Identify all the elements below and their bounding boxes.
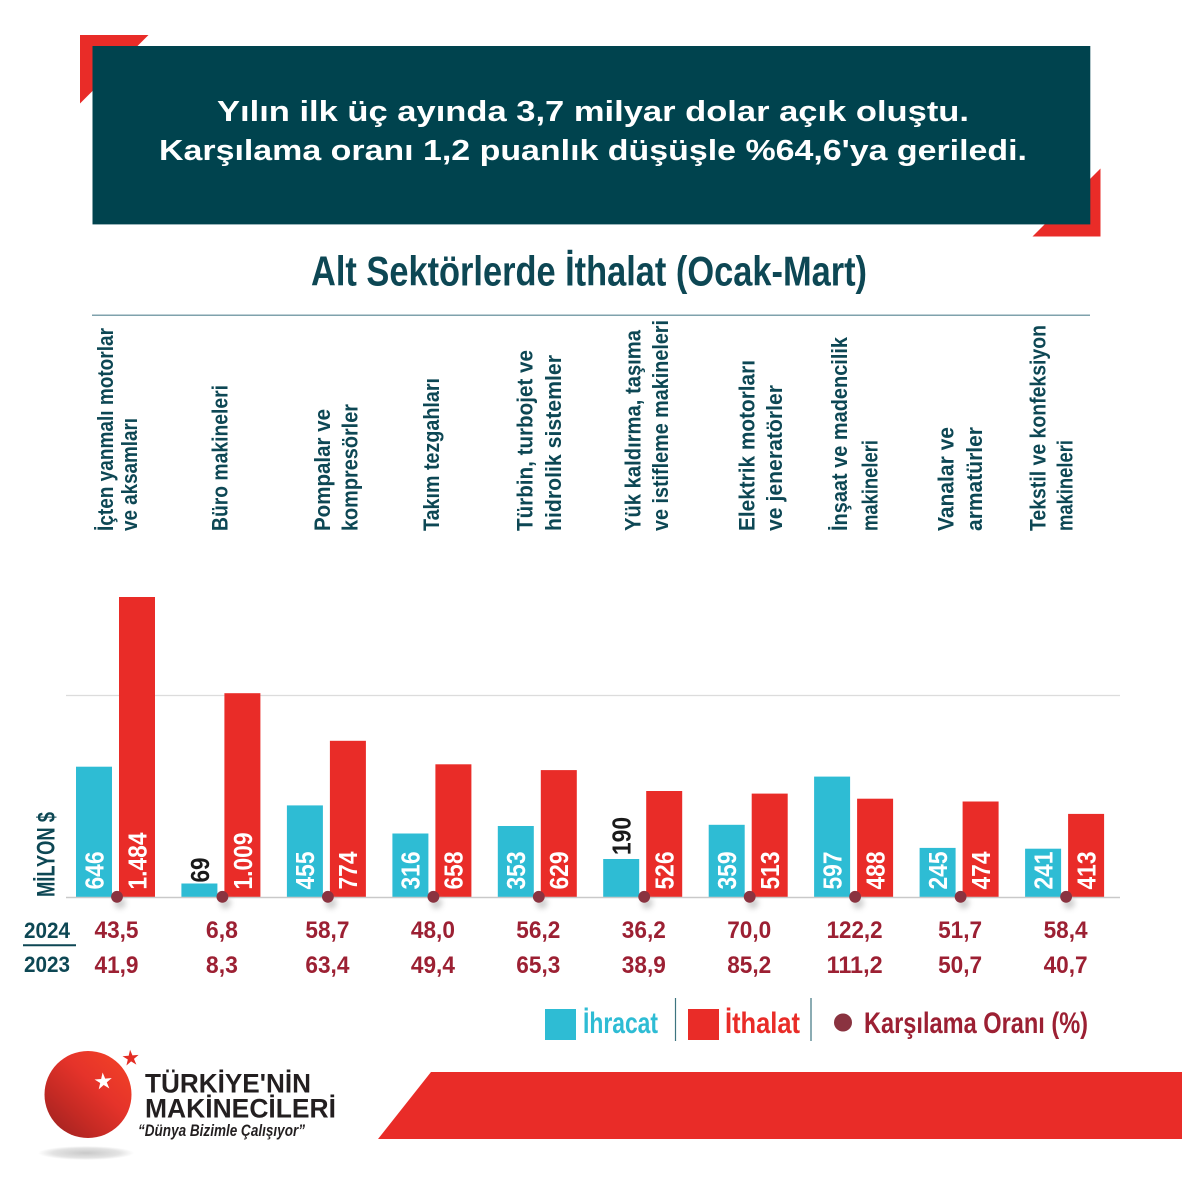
svg-text:413: 413 — [1071, 852, 1101, 890]
svg-text:Elektrik motorları: Elektrik motorları — [735, 360, 760, 531]
svg-text:ve istifleme makineleri: ve istifleme makineleri — [648, 320, 673, 531]
svg-text:43,5: 43,5 — [95, 917, 139, 944]
svg-text:58,7: 58,7 — [305, 917, 349, 944]
svg-text:50,7: 50,7 — [938, 952, 982, 979]
svg-text:İnşaat ve madencilik: İnşaat ve madencilik — [827, 336, 852, 531]
svg-text:85,2: 85,2 — [727, 952, 771, 979]
svg-text:8,3: 8,3 — [206, 952, 238, 979]
svg-text:629: 629 — [544, 852, 574, 890]
svg-text:353: 353 — [501, 852, 531, 890]
svg-text:56,2: 56,2 — [516, 917, 560, 944]
svg-text:41,9: 41,9 — [95, 952, 139, 979]
svg-text:111,2: 111,2 — [827, 952, 883, 979]
svg-text:İçten yanmalı motorlar: İçten yanmalı motorlar — [93, 328, 118, 531]
svg-text:1.009: 1.009 — [228, 833, 258, 890]
svg-text:2024: 2024 — [24, 918, 71, 943]
svg-text:58,4: 58,4 — [1044, 917, 1088, 944]
svg-text:190: 190 — [607, 817, 637, 855]
svg-text:646: 646 — [79, 852, 109, 890]
svg-text:474: 474 — [966, 851, 996, 889]
svg-text:455: 455 — [290, 852, 320, 890]
svg-text:kompresörler: kompresörler — [338, 404, 363, 531]
svg-text:49,4: 49,4 — [411, 952, 455, 979]
svg-text:488: 488 — [860, 852, 890, 890]
svg-text:Alt Sektörlerde İthalat (Ocak-: Alt Sektörlerde İthalat (Ocak-Mart) — [311, 248, 867, 295]
svg-text:51,7: 51,7 — [938, 917, 982, 944]
svg-text:Takım tezgahları: Takım tezgahları — [419, 378, 444, 531]
svg-text:241: 241 — [1028, 852, 1058, 890]
svg-text:Yılın ilk üç ayında 3,7 milyar: Yılın ilk üç ayında 3,7 milyar dolar açı… — [217, 96, 969, 128]
svg-text:658: 658 — [439, 852, 469, 890]
svg-text:526: 526 — [650, 852, 680, 890]
svg-text:65,3: 65,3 — [516, 952, 560, 979]
svg-text:316: 316 — [396, 852, 426, 890]
svg-text:69: 69 — [185, 858, 215, 883]
svg-text:1.484: 1.484 — [122, 832, 152, 889]
svg-text:Tekstil ve konfeksiyon: Tekstil ve konfeksiyon — [1026, 325, 1051, 531]
svg-text:Türbin, turbojet ve: Türbin, turbojet ve — [513, 350, 538, 531]
svg-text:245: 245 — [923, 852, 953, 890]
svg-text:63,4: 63,4 — [305, 952, 349, 979]
svg-text:armatürler: armatürler — [962, 427, 987, 531]
svg-text:MİLYON $: MİLYON $ — [33, 812, 61, 897]
svg-text:makineleri: makineleri — [1053, 440, 1078, 531]
svg-text:ve aksamları: ve aksamları — [117, 418, 142, 531]
svg-text:MAKİNECİLERİ: MAKİNECİLERİ — [145, 1093, 336, 1123]
svg-text:Karşılama oranı 1,2 puanlık dü: Karşılama oranı 1,2 puanlık düşüşle %64,… — [159, 135, 1027, 167]
svg-text:6,8: 6,8 — [206, 917, 238, 944]
svg-text:Yük kaldırma, taşıma: Yük kaldırma, taşıma — [620, 329, 645, 531]
svg-text:70,0: 70,0 — [727, 917, 771, 944]
svg-text:36,2: 36,2 — [622, 917, 666, 944]
svg-text:38,9: 38,9 — [622, 952, 666, 979]
svg-text:makineleri: makineleri — [858, 440, 883, 531]
svg-text:40,7: 40,7 — [1044, 952, 1088, 979]
svg-text:Pompalar ve: Pompalar ve — [310, 409, 335, 531]
svg-text:hidrolik sistemler: hidrolik sistemler — [541, 355, 566, 531]
svg-text:TÜRKİYE'NİN: TÜRKİYE'NİN — [145, 1069, 311, 1099]
svg-text:Karşılama Oranı (%): Karşılama Oranı (%) — [864, 1007, 1088, 1040]
svg-text:597: 597 — [817, 852, 847, 890]
svg-text:İthalat: İthalat — [725, 1007, 800, 1040]
svg-text:ve jeneratörler: ve jeneratörler — [762, 385, 787, 531]
svg-text:774: 774 — [333, 851, 363, 889]
svg-text:Vanalar ve: Vanalar ve — [934, 427, 959, 531]
svg-text:Büro makineleri: Büro makineleri — [208, 385, 233, 531]
svg-text:513: 513 — [755, 852, 785, 890]
svg-text:İhracat: İhracat — [583, 1007, 658, 1040]
svg-text:359: 359 — [712, 852, 742, 890]
svg-text:48,0: 48,0 — [411, 917, 455, 944]
svg-text:“Dünya Bizimle Çalışıyor”: “Dünya Bizimle Çalışıyor” — [138, 1122, 306, 1140]
svg-text:2023: 2023 — [24, 952, 70, 977]
svg-text:122,2: 122,2 — [827, 917, 883, 944]
